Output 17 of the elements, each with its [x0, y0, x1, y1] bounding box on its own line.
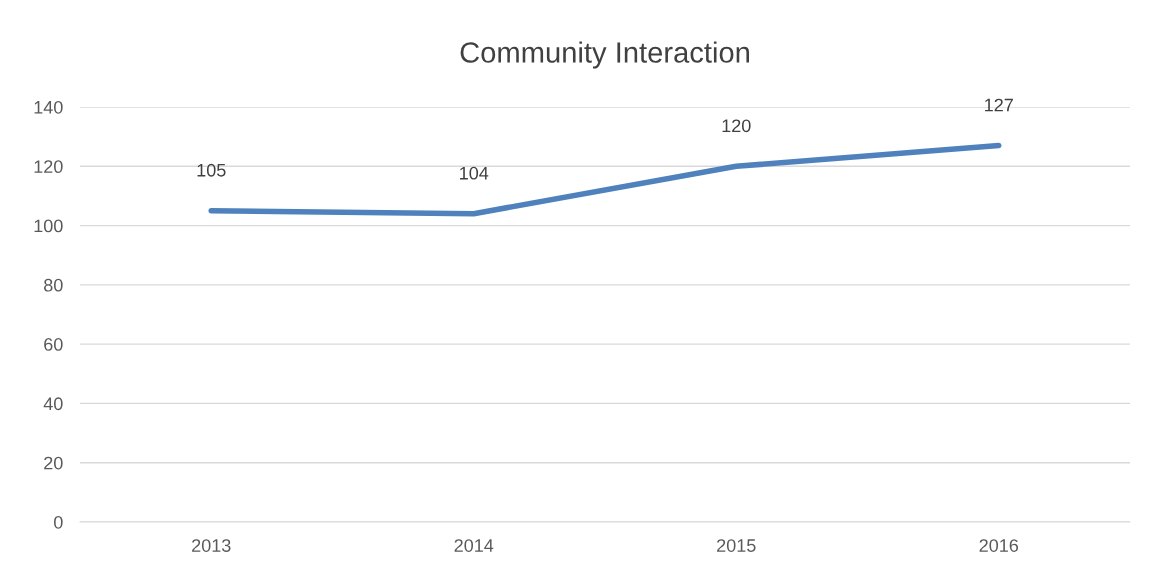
y-tick-label: 140 — [34, 100, 63, 114]
y-tick-label: 80 — [44, 278, 63, 292]
data-label: 127 — [985, 98, 1013, 112]
x-tick-label: 2015 — [717, 539, 756, 552]
data-label: 105 — [197, 163, 226, 177]
data-label: 104 — [460, 166, 489, 180]
data-label: 120 — [722, 119, 751, 133]
y-tick-label: 40 — [43, 397, 63, 411]
y-tick-label: 20 — [44, 456, 63, 470]
y-tick-label: 0 — [54, 515, 63, 529]
x-tick-label: 2013 — [192, 539, 231, 552]
y-tick-label: 60 — [44, 338, 63, 351]
x-tick-label: 2014 — [454, 539, 494, 552]
x-tick-label: 2016 — [979, 539, 1019, 552]
y-tick-label: 120 — [34, 160, 63, 174]
chart-title: Community Interaction — [460, 41, 750, 69]
y-tick-label: 100 — [34, 219, 63, 233]
